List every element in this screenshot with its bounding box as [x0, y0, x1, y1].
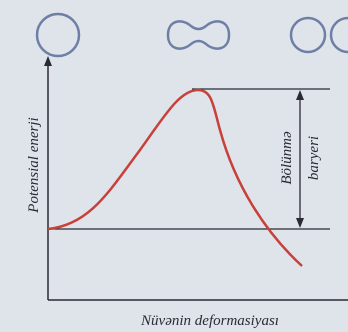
nucleus-deformed — [166, 20, 231, 50]
nucleus-fragment — [289, 16, 327, 54]
x-axis-label: Nüvənin deformasiyası — [140, 313, 279, 329]
barrier-label: baryeri — [306, 136, 322, 180]
y-axis-label: Potensial enerji — [26, 117, 42, 213]
barrier-label: Bölünmə — [279, 131, 295, 185]
arrow-head — [296, 90, 304, 100]
nucleus-fragment — [329, 16, 348, 54]
energy-curve — [47, 88, 303, 267]
nucleus-sphere — [35, 12, 81, 58]
arrow-head — [296, 218, 304, 228]
y-axis-arrow — [44, 56, 52, 66]
